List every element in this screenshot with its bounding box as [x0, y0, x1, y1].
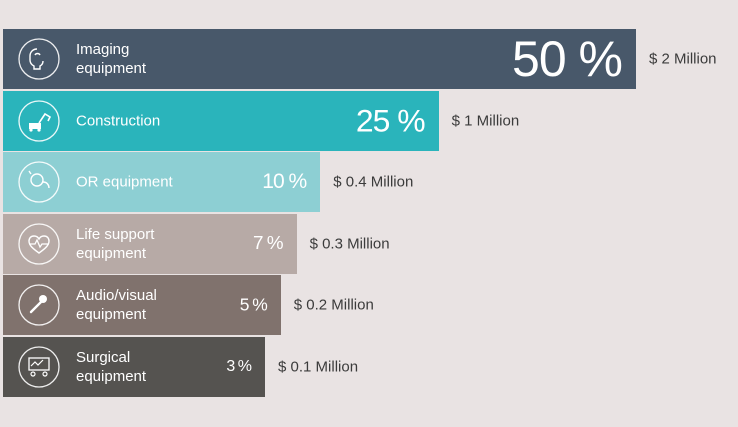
bar-label: OR equipment — [76, 173, 173, 191]
imaging-icon — [17, 37, 61, 81]
bar-amount-label: $ 0.3 Million — [309, 235, 390, 252]
bar-amount-label: $ 1 Million — [451, 112, 520, 129]
bar-1: Imaging equipment 50 % — [3, 29, 636, 89]
heart-monitor-icon — [17, 222, 61, 266]
bar-5: Audio/visual equipment 5 % — [3, 275, 281, 335]
bar-label: Life support equipment — [76, 225, 155, 262]
bar-percent-label: 5 % — [239, 294, 268, 315]
bar-amount-label: $ 0.2 Million — [293, 296, 374, 314]
bar-percent-label: 25 % — [355, 102, 426, 138]
bar-percent-label: 3 % — [226, 357, 252, 375]
bar-label: Imaging equipment — [76, 41, 147, 77]
bar-percent-label: 10 % — [262, 170, 307, 193]
bar-amount-label: $ 0.1 Million — [278, 358, 359, 375]
excavator-icon — [17, 99, 61, 143]
bar-label: Audio/visual equipment — [76, 287, 157, 323]
bar-label: Surgical equipment — [76, 348, 147, 385]
bar-percent-label: 7 % — [253, 232, 284, 254]
bar-label: Construction — [76, 112, 161, 129]
bar-amount-label: $ 0.4 Million — [333, 173, 414, 191]
bar-amount-label: $ 2 Million — [649, 50, 717, 68]
or-equipment-icon — [17, 160, 61, 204]
microphone-icon — [17, 283, 61, 327]
bar-6: Surgical equipment 3 % — [3, 336, 265, 397]
bar-4: Life support equipment 7 % — [3, 213, 297, 274]
surgical-icon — [17, 345, 61, 389]
bar-2: Construction 25 % — [3, 90, 439, 151]
bar-3: OR equipment 10 % — [3, 152, 321, 212]
bar-percent-label: 50 % — [512, 31, 623, 87]
